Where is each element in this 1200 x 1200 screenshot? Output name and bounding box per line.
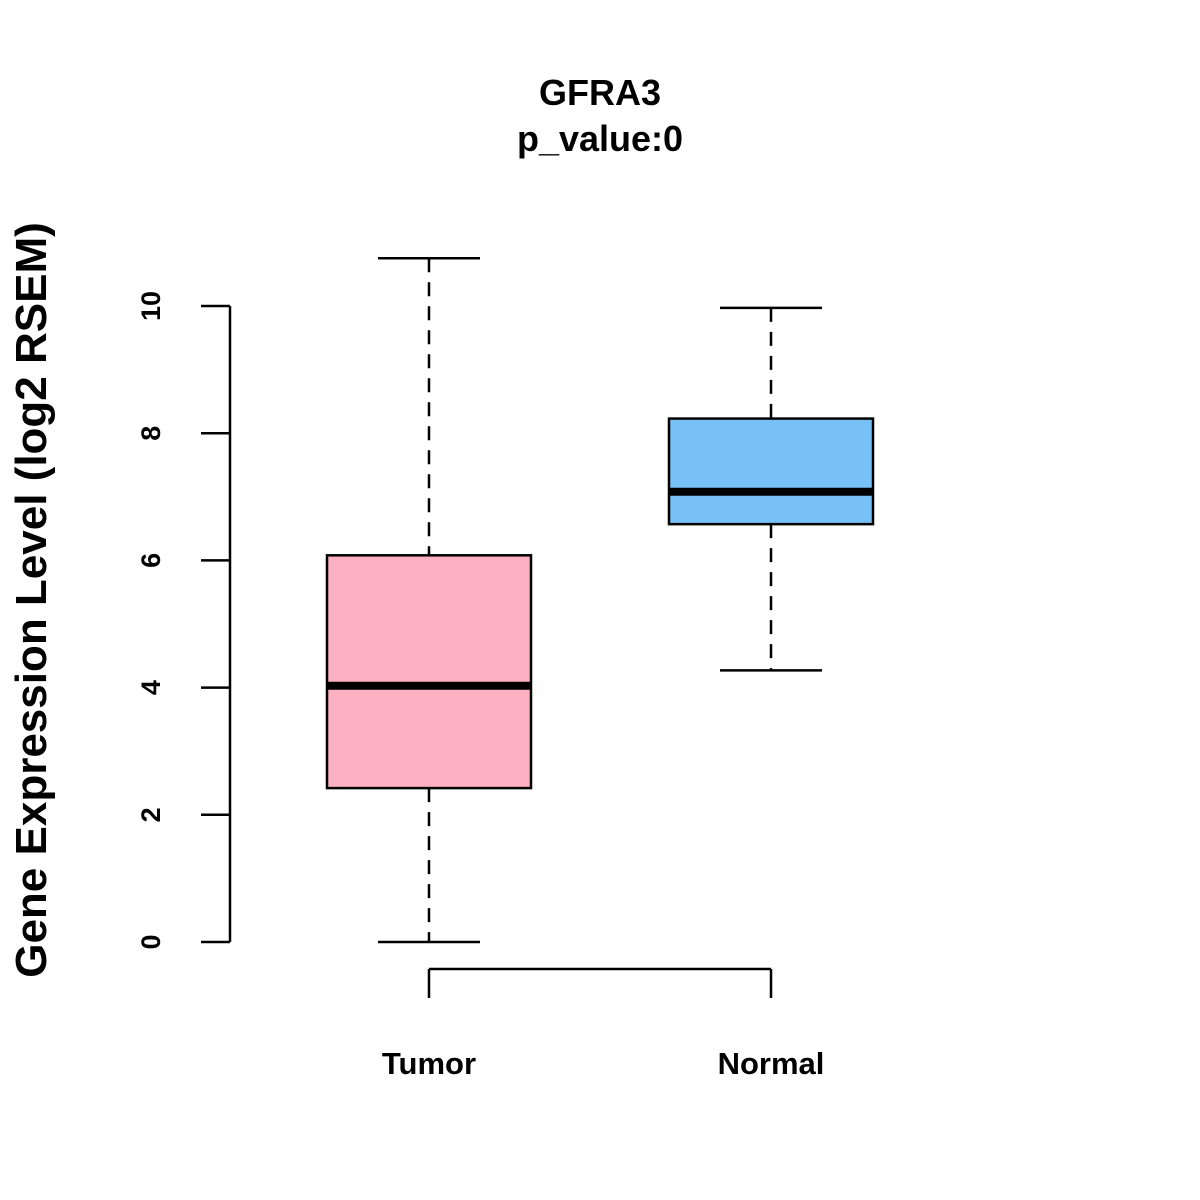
tumor-iqr-box bbox=[325, 554, 533, 790]
box-normal bbox=[667, 306, 875, 672]
y-tick-label-10: 10 bbox=[136, 291, 166, 321]
y-tick-label-8: 8 bbox=[136, 426, 166, 441]
x-label-tumor: Tumor bbox=[382, 1046, 476, 1081]
y-tick-label-0: 0 bbox=[136, 934, 166, 949]
boxes-group bbox=[325, 257, 875, 944]
box-tumor bbox=[325, 257, 533, 944]
y-axis-title: Gene Expression Level (log2 RSEM) bbox=[7, 222, 56, 978]
chart-title: GFRA3 bbox=[539, 72, 661, 113]
y-tick-label-4: 4 bbox=[136, 680, 166, 695]
chart-subtitle: p_value:0 bbox=[517, 118, 683, 159]
y-axis: 0 2 4 6 8 10 bbox=[136, 291, 232, 950]
comparison-bracket bbox=[427, 967, 773, 998]
y-tick-label-2: 2 bbox=[136, 807, 166, 822]
y-tick-label-6: 6 bbox=[136, 553, 166, 568]
normal-iqr-box bbox=[667, 417, 875, 526]
x-axis-labels: Tumor Normal bbox=[382, 1046, 824, 1081]
x-label-normal: Normal bbox=[718, 1046, 825, 1081]
